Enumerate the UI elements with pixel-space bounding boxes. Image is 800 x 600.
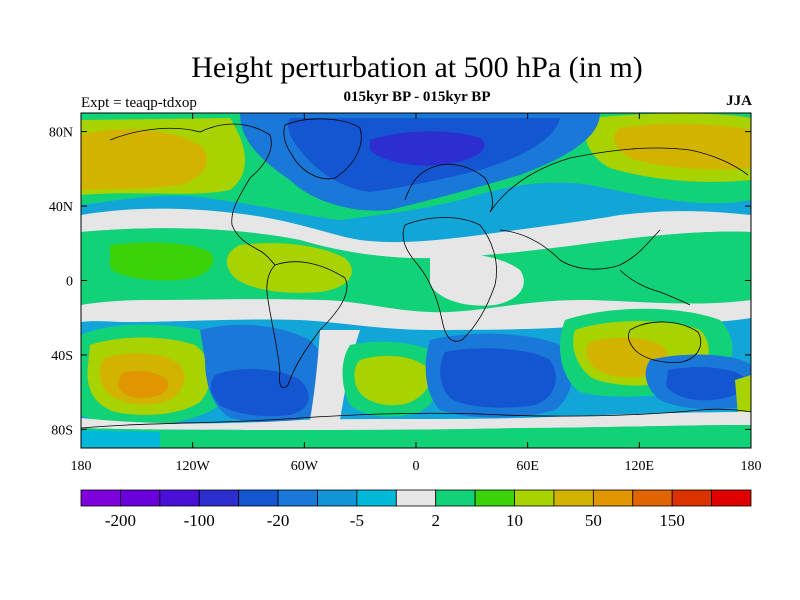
coastline-asia (489, 147, 749, 270)
colorbar-swatch (317, 489, 358, 507)
coastline-south-america (266, 261, 348, 389)
coastlines (81, 118, 751, 429)
lon-tick-label: 0 (413, 459, 420, 474)
coastline-africa (402, 217, 497, 342)
colorbar-swatch (514, 489, 555, 507)
colorbar-label: -200 (105, 511, 136, 530)
field-na-positive-core (81, 129, 208, 190)
colorbar-label: 150 (659, 511, 685, 530)
season-label: JJA (726, 93, 752, 109)
field-tropics-yellowgreen (226, 243, 352, 293)
lon-tick-label: 60E (516, 459, 539, 474)
colorbar-swatch (435, 489, 476, 507)
height-perturbation-field (81, 113, 751, 448)
lon-tick-label: 60W (291, 459, 319, 474)
colorbar-swatch (395, 489, 437, 507)
coastline-antarctica (81, 408, 751, 429)
map-subtitle: 015kyr BP - 015kyr BP (343, 89, 491, 105)
colorbar-swatch (120, 489, 161, 507)
colorbar-label: 10 (506, 511, 523, 530)
field-pacific-tropic-green (110, 242, 214, 281)
colorbar-label: -100 (184, 511, 215, 530)
colorbar-swatch (159, 489, 200, 507)
lat-tick-label: 40N (49, 200, 73, 215)
colorbar: -200 -100 -20 -5 2 10 50 150 (80, 489, 752, 530)
colorbar-swatch (671, 489, 712, 507)
colorbar-swatch (80, 489, 121, 507)
colorbar-swatch (356, 489, 397, 507)
colorbar-swatch (711, 489, 752, 507)
coastline-europe (404, 163, 493, 213)
colorbar-swatch (277, 489, 318, 507)
field-indian-core (440, 348, 556, 408)
colorbar-label: -5 (350, 511, 364, 530)
field-antarctic-green (81, 425, 751, 448)
coastline-southeast-asia (619, 269, 691, 306)
field-safr-yellowgreen (354, 355, 431, 406)
colorbar-swatch (592, 489, 634, 507)
colorbar-label: 2 (431, 511, 440, 530)
field-gap-nh (81, 208, 751, 259)
lat-tick-label: 80S (51, 423, 73, 438)
lon-tick-label: 180 (71, 459, 92, 474)
colorbar-swatch (632, 489, 673, 507)
coastline-north-america (109, 123, 276, 266)
field-nz-core (666, 367, 746, 401)
coastline-greenland (283, 118, 362, 180)
field-east-edge-green (735, 375, 751, 415)
colorbar-swatch (238, 489, 279, 507)
map-axis-ticks: 80N 40N 0 40S 80S 180 120W 60W 0 60E 120E 180 (49, 113, 762, 474)
field-arctic-deep (370, 131, 485, 166)
lon-tick-label: 180 (741, 459, 762, 474)
field-siberia-core (614, 123, 751, 170)
lat-tick-label: 0 (66, 275, 73, 290)
map-title: Height perturbation at 500 hPa (in m) (191, 51, 643, 84)
field-spac-core (118, 370, 169, 398)
lat-tick-label: 40S (51, 349, 73, 364)
colorbar-label: -20 (267, 511, 290, 530)
field-satl-core (210, 368, 309, 417)
lon-tick-label: 120W (176, 459, 211, 474)
experiment-label: Expt = teaqp-tdxop (81, 95, 197, 111)
colorbar-label: 50 (585, 511, 602, 530)
colorbar-swatch (553, 489, 594, 507)
coastline-australia (628, 321, 702, 363)
field-tropics-white (430, 253, 524, 306)
colorbar-swatch (474, 489, 515, 507)
lat-tick-label: 80N (49, 126, 73, 141)
field-antarctic-lightblue (81, 430, 160, 448)
lon-tick-label: 120E (625, 459, 655, 474)
colorbar-swatch (198, 489, 240, 507)
